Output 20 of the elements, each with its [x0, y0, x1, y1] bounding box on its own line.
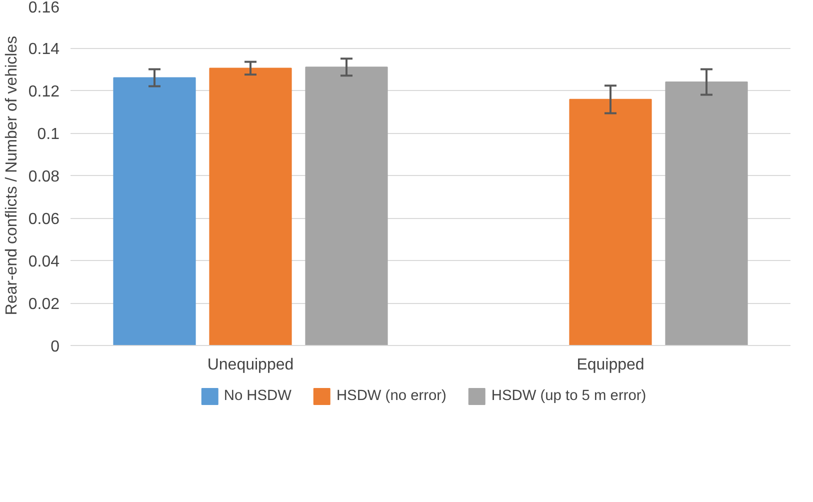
- y-axis-title: Rear-end conflicts / Number of vehicles: [3, 36, 20, 316]
- bar: [665, 82, 748, 346]
- x-tick-label: Equipped: [576, 356, 644, 374]
- x-tick-label: Unequipped: [207, 356, 294, 374]
- legend-label: No HSDW: [224, 388, 292, 404]
- legend-label: HSDW (no error): [336, 388, 446, 404]
- y-tick-label: 0.08: [28, 168, 60, 186]
- y-tick-label: 0.06: [28, 211, 60, 228]
- y-tick-label: 0.16: [28, 0, 60, 16]
- y-tick-label: 0: [50, 338, 60, 356]
- bar: [209, 68, 292, 346]
- bar: [569, 98, 652, 346]
- y-tick-label: 0.1: [37, 126, 60, 143]
- y-tick-label: 0.14: [28, 41, 60, 58]
- legend-label: HSDW (up to 5 m error): [491, 388, 646, 404]
- bar: [113, 77, 196, 346]
- bar: [305, 66, 388, 346]
- y-tick-label: 0.04: [28, 254, 60, 270]
- y-tick-label: 0.12: [28, 84, 60, 100]
- y-tick-label: 0.02: [28, 296, 60, 313]
